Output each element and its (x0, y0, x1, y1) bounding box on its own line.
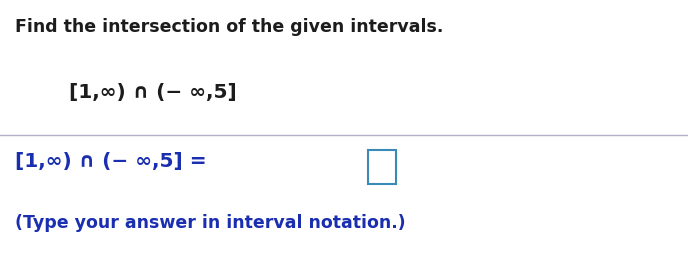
Text: (Type your answer in interval notation.): (Type your answer in interval notation.) (15, 214, 406, 232)
Text: [1,∞) ∩ (− ∞,5]: [1,∞) ∩ (− ∞,5] (69, 83, 237, 102)
FancyBboxPatch shape (368, 150, 396, 184)
Text: [1,∞) ∩ (− ∞,5] =: [1,∞) ∩ (− ∞,5] = (15, 152, 207, 171)
Text: Find the intersection of the given intervals.: Find the intersection of the given inter… (15, 18, 444, 36)
